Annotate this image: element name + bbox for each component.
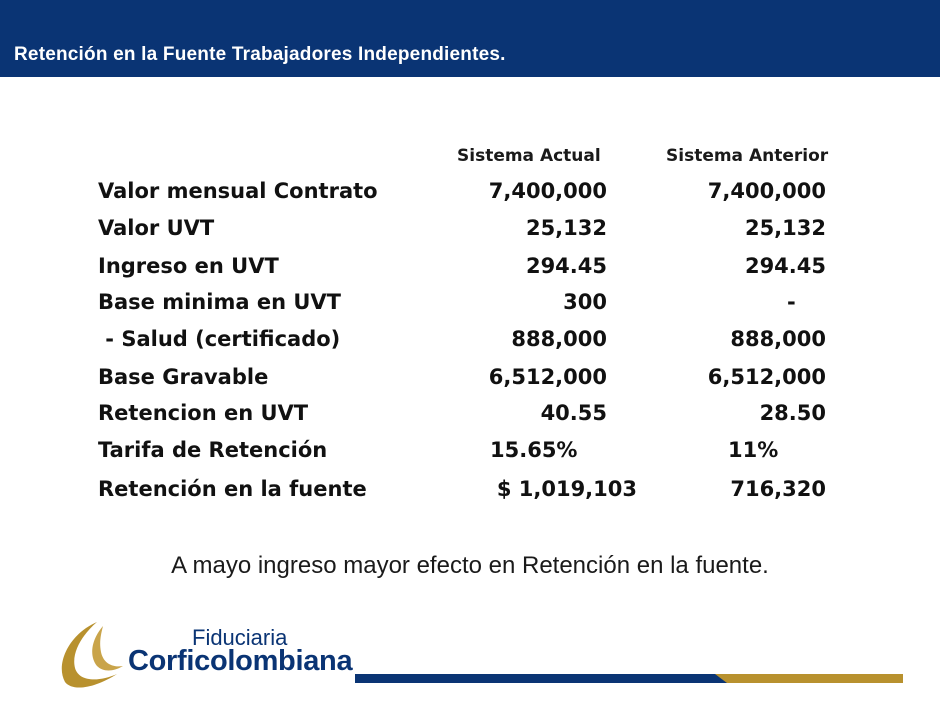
value-anterior: 888,000 bbox=[730, 327, 826, 351]
value-anterior: 294.45 bbox=[744, 254, 826, 278]
header-bar bbox=[0, 0, 940, 77]
row-label: Retencion en UVT bbox=[98, 401, 309, 425]
value-actual: 40.55 bbox=[540, 401, 607, 425]
value-actual: 25,132 bbox=[525, 216, 607, 240]
table-row: Valor mensual Contrato 7,400,000 7,400,0… bbox=[0, 178, 940, 215]
value-actual: $ 1,019,103 bbox=[496, 477, 637, 501]
value-anterior: 6,512,000 bbox=[707, 365, 826, 389]
value-actual: 7,400,000 bbox=[488, 179, 607, 203]
slide-title: Retención en la Fuente Trabajadores Inde… bbox=[14, 44, 506, 65]
column-header-sistema-actual: Sistema Actual bbox=[457, 146, 601, 166]
value-anterior: 25,132 bbox=[744, 216, 826, 240]
value-actual: 6,512,000 bbox=[488, 365, 607, 389]
value-actual: 294.45 bbox=[525, 254, 607, 278]
row-label: Tarifa de Retención bbox=[98, 438, 328, 462]
table-row: Base minima en UVT 300 - bbox=[0, 289, 940, 326]
table-row: Valor UVT 25,132 25,132 bbox=[0, 215, 940, 252]
table-row: Ingreso en UVT 294.45 294.45 bbox=[0, 253, 940, 290]
row-label: Ingreso en UVT bbox=[98, 254, 279, 278]
value-anterior: 716,320 bbox=[730, 477, 826, 501]
table-row: - Salud (certificado) 888,000 888,000 bbox=[0, 326, 940, 363]
bottom-accent-bar bbox=[355, 674, 903, 683]
value-anterior: 11% bbox=[728, 438, 779, 462]
value-actual: 888,000 bbox=[511, 327, 607, 351]
row-label: Base minima en UVT bbox=[98, 290, 341, 314]
row-label: Base Gravable bbox=[98, 365, 269, 389]
row-label: - Salud (certificado) bbox=[98, 327, 341, 351]
row-label: Valor mensual Contrato bbox=[98, 179, 378, 203]
logo-text-fiduciaria: Fiduciaria bbox=[192, 625, 288, 650]
value-anterior: 28.50 bbox=[759, 401, 826, 425]
footnote: A mayo ingreso mayor efecto en Retención… bbox=[171, 552, 769, 579]
table-row: Retención en la fuente $ 1,019,103 716,3… bbox=[0, 476, 940, 513]
fiduciaria-logo-icon bbox=[61, 622, 123, 688]
column-header-sistema-anterior: Sistema Anterior bbox=[666, 146, 829, 166]
logo-text-corficolombiana: Corficolombiana bbox=[128, 645, 353, 677]
value-anterior: 7,400,000 bbox=[707, 179, 826, 203]
value-actual: 15.65% bbox=[490, 438, 578, 462]
table-row: Retencion en UVT 40.55 28.50 bbox=[0, 400, 940, 437]
table-row: Base Gravable 6,512,000 6,512,000 bbox=[0, 364, 940, 401]
value-actual: 300 bbox=[563, 290, 607, 314]
row-label: Retención en la fuente bbox=[98, 477, 367, 501]
value-anterior: - bbox=[787, 290, 796, 314]
row-label: Valor UVT bbox=[98, 216, 215, 240]
table-row: Tarifa de Retención 15.65% 11% bbox=[0, 437, 940, 474]
